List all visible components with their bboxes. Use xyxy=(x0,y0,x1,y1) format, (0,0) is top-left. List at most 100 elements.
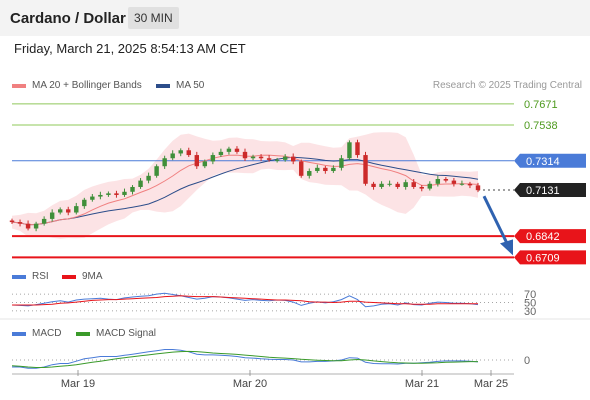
candle-body xyxy=(250,156,256,159)
legend-rsi-label: RSI xyxy=(32,271,49,282)
level-label-bg-pivot xyxy=(514,153,586,168)
candle-body xyxy=(114,193,119,195)
candle-body xyxy=(170,153,175,159)
candle-body xyxy=(234,148,240,152)
macd-line xyxy=(12,349,479,369)
candle-body xyxy=(130,186,135,192)
candle-body xyxy=(90,196,95,200)
legend-ma50: MA 50 xyxy=(156,80,204,91)
candle-body xyxy=(459,183,465,185)
legend-macd-signal-label: MACD Signal xyxy=(96,328,157,339)
candles xyxy=(9,139,481,232)
candle-body xyxy=(210,155,216,162)
ma20-swatch xyxy=(12,83,26,88)
rsi-level-label: 50 xyxy=(524,298,536,310)
candle-body xyxy=(25,223,31,229)
candle-body xyxy=(307,171,312,176)
candle-body xyxy=(299,161,304,176)
level-label-support: 0.6842 xyxy=(526,231,560,243)
level-label-current: 0.7131 xyxy=(526,185,560,197)
bollinger-band-area xyxy=(12,132,478,239)
rsi-level-label: 70 xyxy=(524,289,536,301)
legend-ma50-label: MA 50 xyxy=(176,80,205,91)
ma50-line xyxy=(11,156,479,226)
candle-body xyxy=(363,155,368,184)
candle-body xyxy=(355,142,360,156)
level-label-bg-current xyxy=(514,183,586,198)
level-labels: 0.7671 0.7538 0.7314 0.7131 0.6842 0.6709 xyxy=(514,99,586,265)
candle-body xyxy=(98,194,103,197)
candle-body xyxy=(138,180,143,187)
candle-body xyxy=(122,191,127,195)
x-axis: Mar 19 Mar 20 Mar 21 Mar 25 xyxy=(12,370,514,390)
legend-rsi: RSI xyxy=(12,271,49,282)
rsi-swatch xyxy=(12,274,26,279)
candle-body xyxy=(74,206,79,213)
candle-body xyxy=(218,151,224,156)
legend-ma20-label: MA 20 + Bollinger Bands xyxy=(32,80,142,91)
datetime-label: Friday, March 21, 2025 8:54:13 AM CET xyxy=(14,41,246,56)
credit-label: Research © 2025 Trading Central xyxy=(432,80,582,91)
candle-body xyxy=(178,150,183,154)
candle-body xyxy=(290,156,296,162)
macd-panel: 0 xyxy=(11,349,530,369)
candle-body xyxy=(371,183,376,187)
candle-body xyxy=(435,179,441,184)
candle-body xyxy=(226,148,232,152)
candle-body xyxy=(154,166,159,176)
legend-rsi9-label: 9MA xyxy=(82,271,103,282)
candle-body xyxy=(82,199,87,207)
candle-body xyxy=(387,183,392,185)
level-label-bg-support xyxy=(514,250,586,265)
candle-body xyxy=(331,167,336,172)
chart-title: Cardano / Dollar xyxy=(10,10,126,27)
candle-body xyxy=(339,158,344,168)
forecast-arrow xyxy=(482,195,513,256)
legend-rsi9: 9MA xyxy=(62,271,103,282)
forecast-arrow-head xyxy=(500,239,513,256)
level-label-support: 0.6709 xyxy=(526,252,560,264)
macd-level-label: 0 xyxy=(524,355,530,367)
rsi9-swatch xyxy=(62,274,76,279)
level-label-pivot: 0.7314 xyxy=(526,156,560,168)
candle-body xyxy=(49,212,55,219)
candle-body xyxy=(258,156,264,159)
x-tick-label: Mar 20 xyxy=(233,378,267,390)
ma50-swatch xyxy=(156,83,170,88)
key-levels xyxy=(12,103,514,259)
x-tick-label: Mar 25 xyxy=(474,378,508,390)
candle-body xyxy=(403,182,408,187)
x-tick-label: Mar 19 xyxy=(61,378,95,390)
legend-ma20: MA 20 + Bollinger Bands xyxy=(12,80,142,91)
candle-body xyxy=(443,179,449,181)
x-tick-label: Mar 21 xyxy=(405,378,439,390)
candle-body xyxy=(467,183,473,186)
candle-body xyxy=(419,186,424,189)
level-label-resistance: 0.7671 xyxy=(524,99,558,111)
candle-body xyxy=(162,158,167,167)
level-label-resistance: 0.7538 xyxy=(524,120,558,132)
candle-body xyxy=(146,175,151,181)
candle-body xyxy=(186,150,191,156)
legend-macd-label: MACD xyxy=(32,328,62,339)
candle-body xyxy=(202,161,208,167)
rsi-line xyxy=(11,292,479,308)
candle-body xyxy=(242,151,248,159)
candle-body xyxy=(427,183,433,189)
legend-macd-signal: MACD Signal xyxy=(76,328,156,339)
candle-body xyxy=(379,183,384,187)
candle-body xyxy=(41,218,47,224)
forecast-arrow-shaft xyxy=(482,195,510,247)
candle-body xyxy=(274,159,280,161)
macd-swatch xyxy=(12,331,26,336)
candle-body xyxy=(347,142,352,159)
candle-body xyxy=(282,156,288,160)
candle-body xyxy=(194,155,200,167)
rsi9-line xyxy=(12,295,478,306)
bollinger-bands xyxy=(12,132,478,239)
timeframe-button[interactable]: 30 MIN xyxy=(128,7,179,29)
candle-body xyxy=(266,158,272,160)
candle-body xyxy=(9,220,15,223)
